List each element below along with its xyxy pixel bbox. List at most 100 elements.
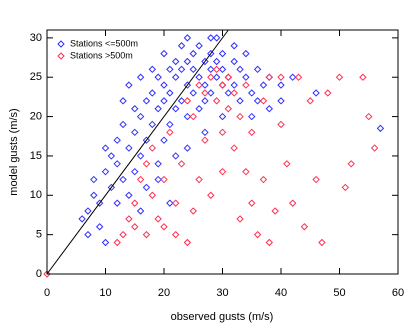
legend-marker <box>57 52 65 60</box>
data-point <box>84 230 92 239</box>
data-point <box>148 144 157 152</box>
data-point <box>212 57 221 66</box>
data-point <box>183 57 192 66</box>
data-point <box>119 175 127 184</box>
data-point <box>136 175 145 184</box>
data-point <box>236 215 244 223</box>
data-point <box>183 34 192 42</box>
data-point <box>171 199 180 207</box>
data-point <box>195 81 203 89</box>
data-point <box>218 49 227 58</box>
data-point <box>107 152 116 160</box>
data-point <box>224 73 233 81</box>
data-point <box>113 136 121 144</box>
data-point <box>177 42 186 50</box>
data-point <box>125 81 133 89</box>
data-point <box>248 112 256 121</box>
data-point <box>248 199 256 207</box>
data-point <box>212 34 221 42</box>
data-point <box>277 81 285 89</box>
data-point <box>189 112 197 121</box>
data-point <box>259 81 268 89</box>
x-tick-label: 30 <box>216 287 228 299</box>
data-point <box>154 73 162 81</box>
data-point <box>230 144 238 152</box>
data-point <box>160 175 168 184</box>
data-point <box>318 238 326 247</box>
data-point <box>154 175 162 184</box>
y-tick-label: 25 <box>30 71 42 83</box>
data-point <box>359 73 367 81</box>
data-point <box>154 215 162 223</box>
data-point <box>189 89 197 97</box>
data-point <box>347 160 355 168</box>
data-point <box>224 105 233 113</box>
data-point <box>43 270 51 278</box>
data-point <box>171 230 180 239</box>
data-point <box>160 136 168 144</box>
data-point <box>218 167 227 176</box>
data-point <box>195 175 203 184</box>
identity-line <box>46 29 229 275</box>
data-point <box>201 89 209 97</box>
data-point <box>195 73 203 81</box>
data-point <box>189 49 197 58</box>
x-tick-label: 20 <box>158 287 170 299</box>
data-point <box>207 65 215 74</box>
data-point <box>242 167 250 176</box>
data-point <box>201 128 209 137</box>
data-point <box>248 89 256 97</box>
data-point <box>136 152 145 160</box>
data-point <box>142 97 151 105</box>
data-point <box>90 175 98 184</box>
data-point <box>294 73 303 81</box>
x-tick-label: 10 <box>99 287 111 299</box>
data-point <box>148 120 157 129</box>
data-point <box>376 124 385 133</box>
data-point <box>95 199 104 207</box>
data-point <box>148 65 157 74</box>
y-tick-label: 20 <box>30 110 42 122</box>
data-point <box>183 112 192 121</box>
data-point <box>136 207 145 215</box>
data-point <box>207 34 215 42</box>
y-tick-label: 30 <box>30 32 42 44</box>
data-point <box>306 97 314 105</box>
legend-label: Stations >500m <box>70 50 133 60</box>
data-point <box>195 105 203 113</box>
data-point <box>183 144 192 152</box>
data-point <box>288 73 297 81</box>
data-point <box>201 97 209 105</box>
y-tick-label: 0 <box>36 268 42 280</box>
legend-label: Stations <=500m <box>70 38 138 48</box>
data-point <box>125 144 133 152</box>
data-point <box>277 97 285 105</box>
data-point <box>131 199 139 207</box>
data-point <box>119 97 127 105</box>
data-point <box>136 73 145 81</box>
data-point <box>171 57 180 66</box>
data-point <box>142 136 151 144</box>
data-point <box>166 128 174 137</box>
data-point <box>224 89 233 97</box>
data-point <box>84 207 92 215</box>
data-point <box>253 97 262 105</box>
data-point <box>101 144 110 152</box>
data-point <box>154 160 162 168</box>
data-point <box>259 97 268 105</box>
data-point <box>242 73 250 81</box>
data-point <box>154 105 162 113</box>
data-point <box>265 105 274 113</box>
data-point <box>207 89 215 97</box>
data-point <box>160 49 168 58</box>
data-point <box>160 97 168 105</box>
data-point <box>283 160 291 168</box>
data-point <box>125 215 133 223</box>
x-tick-label: 50 <box>333 287 345 299</box>
data-point <box>277 120 285 129</box>
data-point <box>236 112 244 121</box>
data-point <box>207 49 215 58</box>
data-point <box>78 215 86 223</box>
data-point <box>142 230 151 239</box>
data-point <box>148 191 157 199</box>
